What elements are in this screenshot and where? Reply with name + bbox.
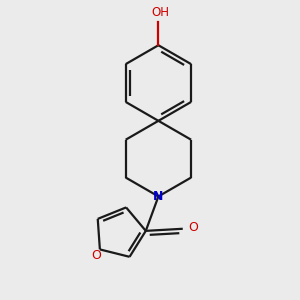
Text: N: N (153, 190, 164, 203)
Text: O: O (188, 221, 198, 234)
Text: O: O (92, 249, 101, 262)
Text: OH: OH (152, 6, 169, 19)
